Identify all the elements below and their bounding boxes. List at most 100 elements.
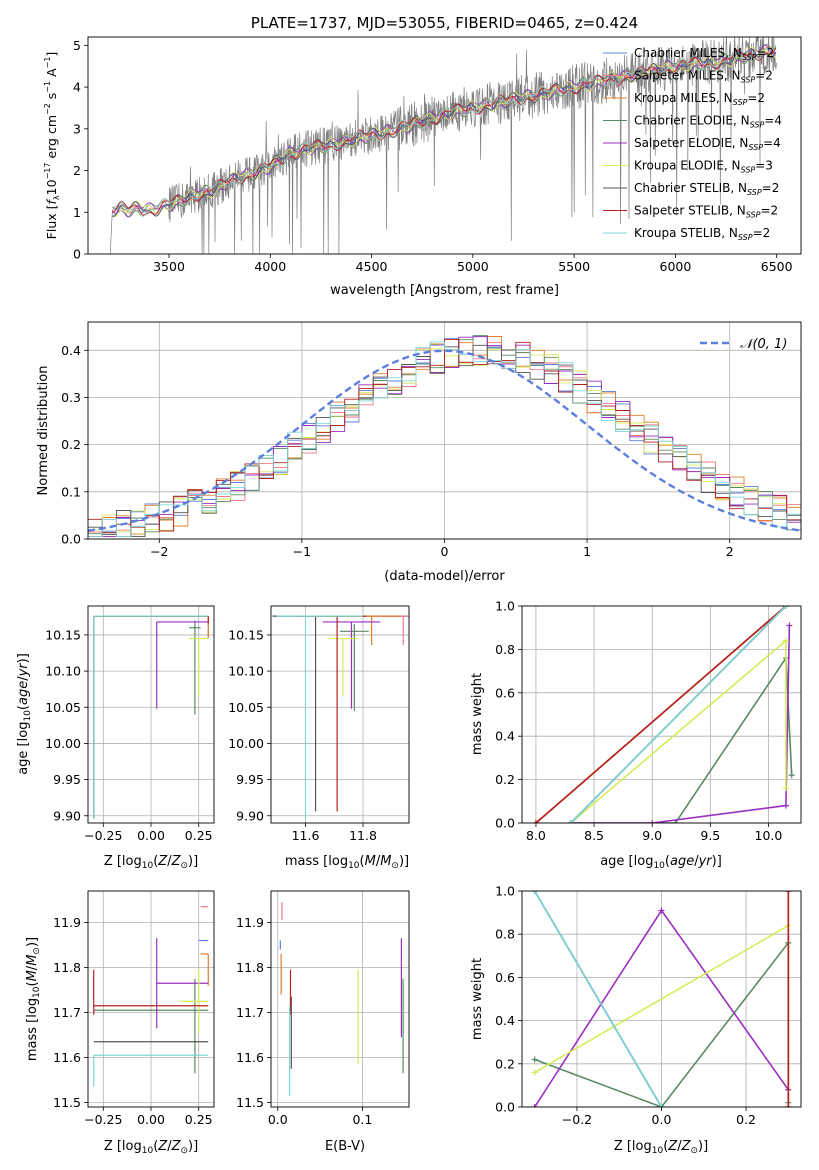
x-tick-label: 8.5: [584, 828, 604, 843]
legend-label: Kroupa STELIB, NSSP=2: [634, 226, 770, 242]
series-marker: [531, 1104, 538, 1107]
x-tick-label: 11.6: [292, 828, 320, 843]
errorbar-chabrier_stelib: [272, 615, 345, 812]
x-axis-label: age [log10(age/yr)]: [600, 854, 722, 871]
errorbar-kroupa_elodie: [328, 637, 358, 697]
y-axis-label: Flux [fλ10−17 erg cm−2 s−1 A−1]: [43, 52, 61, 240]
series-marker: [785, 891, 792, 894]
x-tick-label: 1: [583, 544, 591, 559]
errorbar-salpeter_stelib: [93, 969, 209, 1015]
errorbar-salpeter_elodie: [156, 938, 209, 1029]
legend-label: Chabrier STELIB, NSSP=2: [634, 181, 779, 197]
y-tick-label: 11.5: [236, 1095, 264, 1110]
x-axis-label: Z [log10(Z/Z⊙)]: [614, 1139, 708, 1156]
series-line-kroupa_elodie: [570, 638, 787, 823]
legend-label: Salpeter MILES, NSSP=2: [634, 69, 773, 85]
x-tick-label: 11.8: [349, 828, 377, 843]
legend-label: Salpeter ELODIE, NSSP=4: [634, 136, 781, 152]
legend: Chabrier MILES, NSSP=2 Salpeter MILES, NS…: [603, 46, 782, 242]
x-tick-label: 0.1: [352, 1112, 372, 1127]
y-tick-label: 0.0: [495, 816, 515, 831]
series-marker: [786, 622, 793, 629]
y-tick-label: 0.8: [495, 642, 515, 657]
x-tick-label: −0.25: [84, 1112, 122, 1127]
model-line-kroupa_elodie: [112, 46, 777, 218]
errorbar-chabrier_elodie: [189, 620, 201, 715]
x-axis-label: mass [log10(M/M⊙)]: [285, 854, 409, 871]
y-axis-label: age [log10(age/yr)]: [16, 653, 33, 775]
y-tick-label: 9.90: [236, 808, 264, 823]
histogram-kroupa_stelib: [88, 341, 801, 538]
legend-label: Salpeter STELIB, NSSP=2: [634, 204, 778, 220]
mass_vs_ebv-frame: [270, 890, 410, 1108]
y-tick-label: 10.00: [45, 736, 81, 751]
y-tick-label: 2: [73, 163, 81, 178]
model-line-salpeter_elodie: [111, 44, 777, 218]
gaussian-curve: [87, 349, 802, 532]
x-axis-label: E(B-V): [325, 1139, 365, 1154]
y-axis-label: mass [log10(M/M⊙)]: [25, 937, 42, 1061]
series-line-salpeter_stelib: [535, 606, 787, 823]
errorbar-kroupa_elodie: [179, 969, 209, 1033]
spectrum-frame: [87, 36, 802, 255]
y-tick-label: 0.6: [495, 685, 515, 700]
massweight_vs_z-frame: [521, 890, 802, 1108]
y-tick-label: 10.10: [45, 664, 81, 679]
y-tick-label: 1.0: [495, 599, 515, 614]
errorbar-kroupa_stelib: [93, 1054, 209, 1087]
x-tick-label: 0.0: [652, 1112, 672, 1127]
y-tick-label: 10.15: [45, 627, 81, 642]
series-marker: [649, 820, 656, 823]
y-tick-label: 11.7: [236, 1005, 264, 1020]
y-tick-label: 0.0: [495, 1100, 515, 1115]
x-tick-label: 0: [441, 544, 449, 559]
x-tick-label: 10.0: [755, 828, 783, 843]
mass_vs_ebv-axes: 0.0 0.1 11.5 11.6 11.7 11.8 11.9: [236, 891, 409, 1127]
y-tick-label: 10.15: [228, 627, 264, 642]
x-tick-label: 3500: [153, 259, 185, 274]
y-tick-label: 10.05: [45, 700, 81, 715]
y-tick-label: 0: [73, 247, 81, 262]
x-tick-label: 6500: [761, 259, 793, 274]
series-marker: [785, 1104, 792, 1107]
legend-label: Chabrier MILES, NSSP=2: [634, 46, 774, 62]
massweight_vs_z-axes: −0.2 0.0 0.2 0.0 0.2 0.4 0.6 0.8 1.0: [495, 884, 801, 1127]
series-marker: [531, 1056, 538, 1063]
x-axis-label: Z [log10(Z/Z⊙)]: [104, 1139, 198, 1156]
y-tick-label: 0.4: [495, 729, 515, 744]
y-tick-label: 4: [73, 80, 81, 95]
y-tick-label: 9.95: [53, 772, 81, 787]
y-tick-label: 11.5: [53, 1095, 81, 1110]
y-axis-label: mass weight: [470, 673, 485, 755]
series-marker: [532, 820, 539, 823]
series-line-chabrier_elodie: [570, 655, 793, 823]
y-axis-label: Normed distribution: [36, 366, 51, 496]
series-marker: [658, 907, 665, 914]
x-tick-label: 0.25: [185, 828, 213, 843]
legend-label: 𝒩(0, 1): [740, 337, 787, 352]
model-line-kroupa_stelib: [112, 44, 777, 217]
x-tick-label: 9.5: [700, 828, 720, 843]
x-axis-label: Z [log10(Z/Z⊙)]: [104, 854, 198, 871]
massweight_vs_age-axes: 8.0 8.5 9.0 9.5 10.0 0.0 0.2 0.4 0.6 0.8 1.0: [495, 599, 801, 843]
x-tick-label: 0.2: [736, 1112, 756, 1127]
series-marker: [672, 820, 679, 823]
x-axis-label: (data-model)/error: [384, 569, 505, 584]
y-tick-label: 0.2: [495, 1056, 515, 1071]
mass_vs_z-frame: [87, 890, 215, 1108]
errorbar-salpeter_elodie: [322, 621, 381, 709]
y-tick-label: 10.05: [228, 700, 264, 715]
x-tick-label: 5500: [558, 259, 590, 274]
x-tick-label: −0.2: [562, 1112, 592, 1127]
errorbar-salpeter_miles: [360, 615, 409, 646]
errorbar-chabrier_elodie: [93, 978, 209, 1074]
x-tick-label: −1: [293, 544, 311, 559]
legend-label: Kroupa ELODIE, NSSP=3: [634, 159, 773, 175]
x-tick-label: 2: [726, 544, 734, 559]
series-marker: [782, 637, 789, 644]
legend-label: Kroupa MILES, NSSP=2: [634, 91, 765, 107]
y-tick-label: 5: [73, 38, 81, 53]
x-axis-label: wavelength [Angstrom, rest frame]: [330, 283, 559, 298]
x-tick-label: 0.25: [185, 1112, 213, 1127]
